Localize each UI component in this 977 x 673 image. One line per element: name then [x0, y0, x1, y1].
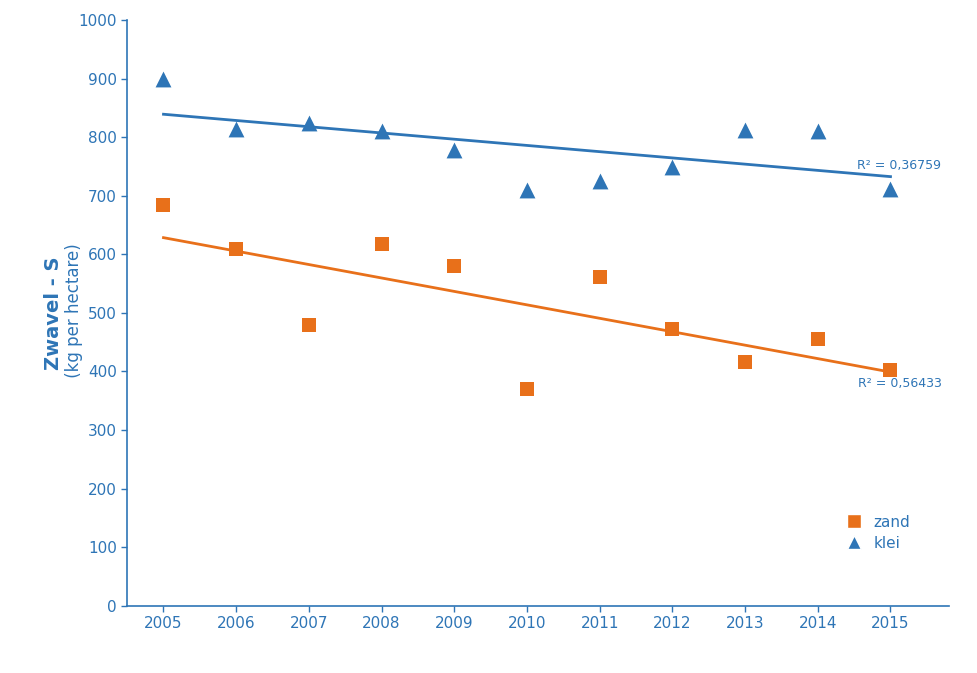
Point: [301, 117, 317, 128]
Point: [591, 176, 607, 186]
Point: [229, 123, 244, 134]
Point: [664, 162, 680, 172]
Legend: zand, klei: zand, klei: [839, 509, 915, 557]
Point: [882, 184, 898, 194]
Point: [737, 356, 752, 367]
Point: [301, 319, 317, 330]
Text: R² = 0,56433: R² = 0,56433: [857, 377, 941, 390]
Point: [809, 126, 825, 137]
Point: [373, 239, 389, 250]
Point: [882, 364, 898, 375]
Point: [155, 73, 171, 84]
Point: [519, 384, 534, 394]
Text: R² = 0,36759: R² = 0,36759: [857, 159, 941, 172]
Point: [664, 323, 680, 334]
Point: [737, 125, 752, 136]
Point: [229, 243, 244, 254]
Point: [591, 271, 607, 282]
Point: [519, 184, 534, 195]
Point: [446, 260, 462, 271]
Point: [446, 145, 462, 155]
Point: [809, 334, 825, 345]
Point: [155, 199, 171, 210]
Text: (kg per hectare): (kg per hectare): [64, 243, 83, 383]
Point: [373, 126, 389, 137]
Text: Zwavel - S: Zwavel - S: [44, 256, 63, 369]
